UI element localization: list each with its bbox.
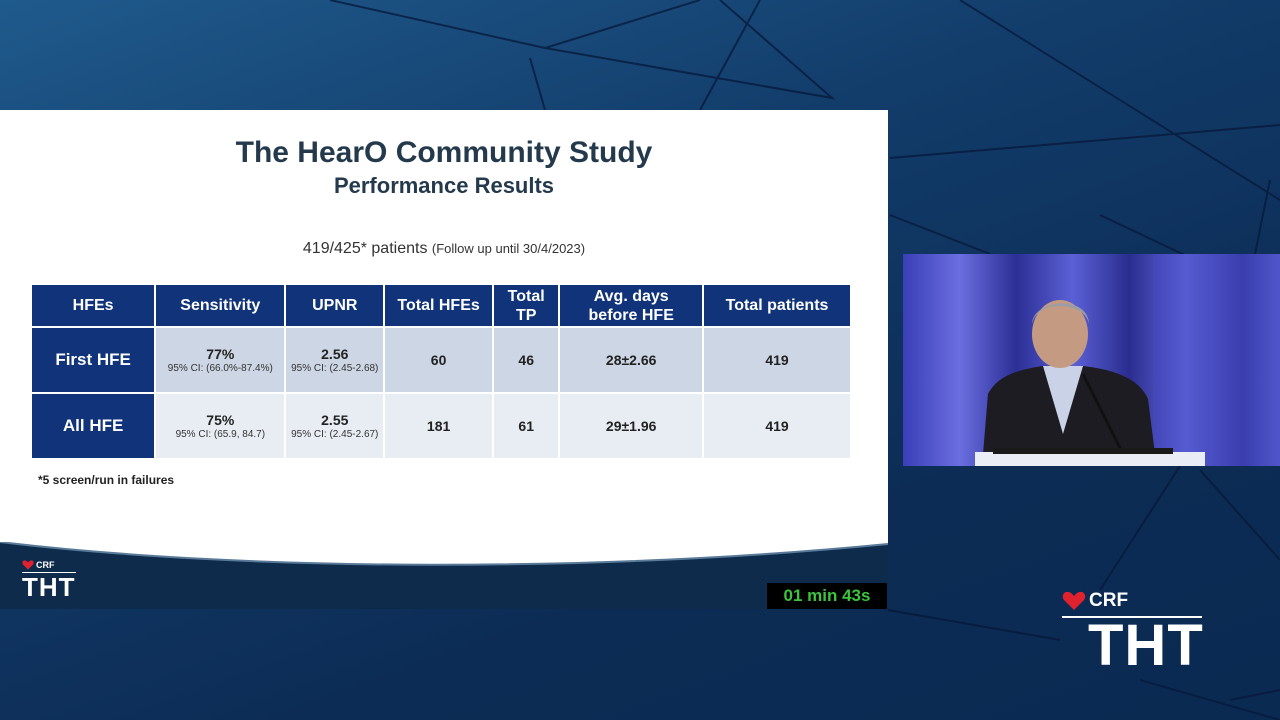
tht-text: THT bbox=[1088, 613, 1204, 678]
heart-icon bbox=[22, 560, 34, 570]
total-tp-cell: 46 bbox=[494, 328, 559, 392]
avg-days-cell: 29±1.96 bbox=[560, 394, 703, 458]
table-row: All HFE 75% 95% CI: (65.9, 84.7) 2.55 95… bbox=[32, 394, 850, 458]
sensitivity-ci: 95% CI: (65.9, 84.7) bbox=[175, 429, 266, 440]
countdown-timer: 01 min 43s bbox=[767, 583, 887, 609]
follow-up-note: (Follow up until 30/4/2023) bbox=[431, 241, 586, 256]
col-header-avg-days: Avg. days before HFE bbox=[560, 285, 703, 326]
slide-bottom-band bbox=[0, 542, 888, 609]
slide-title: The HearO Community Study bbox=[235, 136, 653, 169]
upnr-value: 2.55 bbox=[321, 412, 349, 428]
sensitivity-value: 75% bbox=[206, 412, 235, 428]
table-row: First HFE 77% 95% CI: (66.0%-87.4%) 2.56… bbox=[32, 328, 850, 392]
slide-subtitle: Performance Results bbox=[333, 173, 555, 198]
row-label: All HFE bbox=[32, 394, 155, 458]
col-header-upnr: UPNR bbox=[286, 285, 384, 326]
crf-tht-logo-small: CRF THT bbox=[22, 560, 76, 600]
total-patients-cell: 419 bbox=[704, 328, 850, 392]
row-label: First HFE bbox=[32, 328, 155, 392]
sensitivity-cell: 75% 95% CI: (65.9, 84.7) bbox=[156, 394, 285, 458]
col-header-hfes: HFEs bbox=[32, 285, 155, 326]
total-tp-cell: 61 bbox=[494, 394, 559, 458]
upnr-cell: 2.55 95% CI: (2.45-2.67) bbox=[286, 394, 384, 458]
slide-footnote: *5 screen/run in failures bbox=[38, 473, 175, 487]
upnr-cell: 2.56 95% CI: (2.45-2.68) bbox=[286, 328, 384, 392]
crf-tht-logo: CRF THT bbox=[1062, 590, 1204, 678]
crf-text: CRF bbox=[1089, 590, 1129, 611]
upnr-value: 2.56 bbox=[321, 346, 349, 362]
upnr-ci: 95% CI: (2.45-2.67) bbox=[291, 429, 379, 440]
heart-icon bbox=[1062, 591, 1086, 610]
total-hfes-cell: 181 bbox=[385, 394, 493, 458]
table-header-row: HFEs Sensitivity UPNR Total HFEs Total T… bbox=[32, 285, 850, 326]
presentation-slide: The HearO Community Study Performance Re… bbox=[0, 110, 888, 609]
upnr-ci: 95% CI: (2.45-2.68) bbox=[291, 363, 379, 374]
sensitivity-cell: 77% 95% CI: (66.0%-87.4%) bbox=[156, 328, 285, 392]
speaker-video bbox=[903, 254, 1280, 466]
sensitivity-value: 77% bbox=[206, 346, 235, 362]
speaker-video-scene bbox=[903, 254, 1280, 466]
total-patients-cell: 419 bbox=[704, 394, 850, 458]
col-header-total-patients: Total patients bbox=[704, 285, 850, 326]
avg-days-cell: 28±2.66 bbox=[560, 328, 703, 392]
total-hfes-cell: 60 bbox=[385, 328, 493, 392]
col-header-total-tp: Total TP bbox=[494, 285, 559, 326]
patients-count: 419/425* patients bbox=[302, 240, 428, 257]
logo-divider bbox=[1062, 616, 1202, 618]
patients-line: 419/425* patients (Follow up until 30/4/… bbox=[0, 240, 888, 258]
performance-results-table: HFEs Sensitivity UPNR Total HFEs Total T… bbox=[30, 283, 852, 460]
sensitivity-ci: 95% CI: (66.0%-87.4%) bbox=[167, 363, 273, 374]
crf-text: CRF bbox=[36, 560, 55, 570]
col-header-sensitivity: Sensitivity bbox=[156, 285, 285, 326]
col-header-total-hfes: Total HFEs bbox=[385, 285, 493, 326]
tht-text: THT bbox=[22, 572, 76, 602]
